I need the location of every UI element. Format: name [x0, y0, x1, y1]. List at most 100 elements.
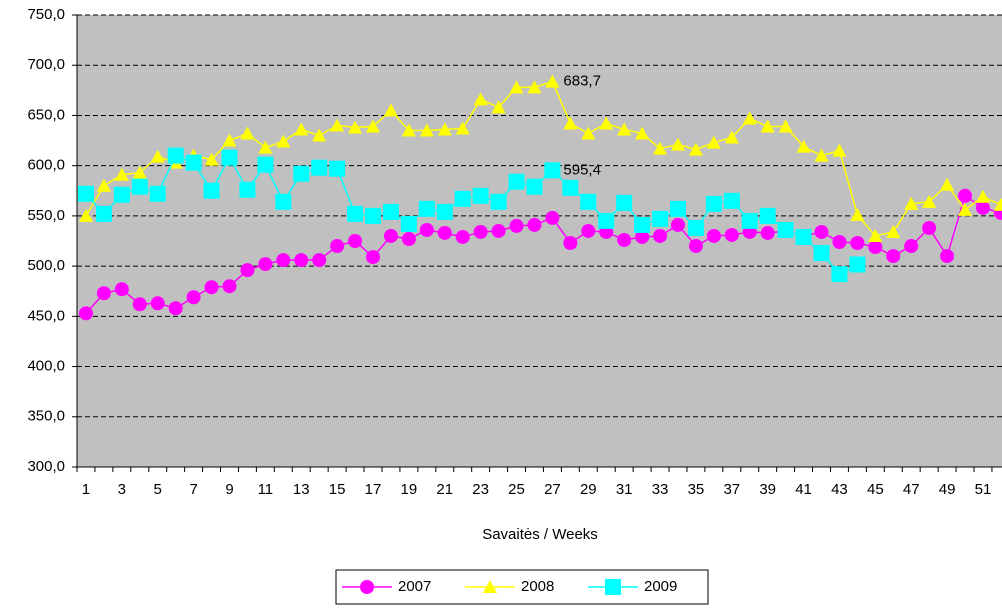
- marker: [204, 152, 219, 166]
- marker: [419, 123, 434, 137]
- y-tick-label: 450,0: [27, 307, 65, 324]
- marker: [185, 154, 202, 171]
- x-tick-label: 39: [759, 481, 776, 498]
- y-tick-label: 550,0: [27, 207, 65, 224]
- marker: [868, 228, 883, 242]
- x-tick-label: 31: [616, 481, 633, 498]
- x-tick-label: 1: [82, 481, 90, 498]
- marker: [795, 228, 812, 245]
- marker: [724, 130, 739, 144]
- marker: [455, 229, 470, 244]
- marker: [95, 205, 112, 222]
- marker: [222, 279, 237, 294]
- marker: [993, 197, 1002, 211]
- marker: [400, 215, 417, 232]
- marker: [258, 140, 273, 154]
- marker: [348, 234, 363, 248]
- marker: [653, 228, 668, 243]
- marker: [436, 203, 453, 220]
- marker: [868, 240, 883, 255]
- marker: [96, 178, 111, 192]
- marker: [652, 210, 669, 227]
- marker: [653, 141, 668, 155]
- x-tick-label: 29: [580, 481, 597, 498]
- marker: [454, 190, 471, 207]
- marker: [508, 173, 525, 190]
- marker: [257, 156, 274, 173]
- marker: [598, 212, 615, 229]
- marker: [472, 187, 489, 204]
- marker: [258, 257, 273, 272]
- marker: [276, 253, 291, 268]
- marker: [886, 224, 901, 238]
- marker: [348, 120, 363, 134]
- marker: [240, 263, 255, 278]
- marker: [850, 207, 865, 221]
- marker: [634, 216, 651, 233]
- marker: [958, 202, 973, 216]
- marker: [831, 266, 848, 283]
- x-tick-label: 13: [293, 481, 310, 498]
- marker: [293, 165, 310, 182]
- marker: [904, 239, 919, 254]
- marker: [706, 135, 721, 149]
- marker: [850, 236, 865, 251]
- marker: [186, 290, 201, 305]
- x-tick-label: 35: [688, 481, 705, 498]
- marker: [813, 245, 830, 262]
- marker: [922, 220, 937, 235]
- marker: [723, 192, 740, 209]
- marker: [958, 188, 973, 203]
- y-tick-label: 650,0: [27, 106, 65, 123]
- x-tick-label: 5: [154, 481, 162, 498]
- marker: [724, 227, 739, 242]
- data-label: 595,4: [563, 161, 601, 178]
- marker: [904, 196, 919, 210]
- marker: [563, 116, 578, 130]
- marker: [437, 225, 452, 240]
- marker: [77, 185, 94, 202]
- marker: [599, 116, 614, 130]
- marker: [562, 179, 579, 196]
- y-tick-label: 600,0: [27, 157, 65, 174]
- marker: [294, 253, 309, 268]
- x-tick-label: 51: [975, 481, 992, 498]
- marker: [975, 189, 990, 203]
- marker: [814, 224, 829, 239]
- x-tick-label: 21: [436, 481, 453, 498]
- marker: [131, 178, 148, 195]
- x-tick-label: 11: [258, 481, 274, 498]
- marker: [617, 122, 632, 136]
- marker: [473, 224, 488, 239]
- marker: [401, 123, 416, 137]
- marker: [330, 239, 345, 254]
- marker: [329, 160, 346, 177]
- marker: [705, 195, 722, 212]
- x-tick-label: 19: [401, 481, 418, 498]
- marker: [366, 250, 381, 265]
- x-tick-label: 37: [723, 481, 740, 498]
- marker: [276, 134, 291, 148]
- marker: [360, 580, 374, 594]
- x-tick-label: 49: [939, 481, 956, 498]
- marker: [742, 111, 757, 125]
- x-tick-label: 23: [472, 481, 489, 498]
- marker: [168, 301, 183, 316]
- marker: [814, 148, 829, 162]
- x-tick-label: 25: [508, 481, 525, 498]
- marker: [527, 217, 542, 232]
- x-tick-label: 41: [795, 481, 812, 498]
- marker: [483, 580, 497, 593]
- marker: [294, 122, 309, 136]
- marker: [777, 221, 794, 238]
- marker: [796, 139, 811, 153]
- x-tick-label: 15: [329, 481, 346, 498]
- marker: [113, 186, 130, 203]
- y-tick-label: 750,0: [27, 6, 65, 23]
- marker: [150, 149, 165, 163]
- marker: [311, 159, 328, 176]
- y-tick-label: 400,0: [27, 358, 65, 375]
- marker: [687, 219, 704, 236]
- legend-label: 2007: [398, 578, 431, 595]
